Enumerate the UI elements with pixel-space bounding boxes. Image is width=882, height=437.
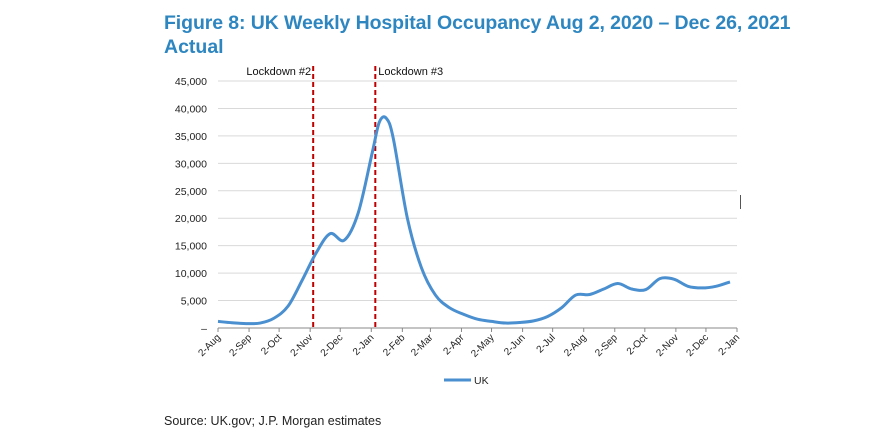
series-line-uk xyxy=(217,115,731,326)
x-tick-label: 2-Sep xyxy=(228,332,255,359)
x-tick-label: 2-Nov xyxy=(654,332,681,359)
x-tick-label: 2-Feb xyxy=(381,332,408,359)
x-axis-ticks: 2-Aug 2-Sep 2-Oct 2-Nov 2-Dec 2-Jan 2-Feb 2-Mar… xyxy=(196,328,742,360)
x-tick-label: 2-Jan xyxy=(351,332,376,357)
y-tick-label: 20,000 xyxy=(175,213,207,225)
chart-subtitle: Actual xyxy=(164,36,224,58)
x-tick-label: 2-Jun xyxy=(502,332,527,357)
y-tick-label: 25,000 xyxy=(175,186,207,198)
x-tick-label: 2-May xyxy=(469,332,496,359)
x-tick-label: 2-Apr xyxy=(442,332,468,358)
legend-label-uk: UK xyxy=(474,375,489,387)
y-tick-label: 10,000 xyxy=(175,268,207,280)
y-tick-label: 35,000 xyxy=(175,131,207,143)
edge-marker xyxy=(740,195,741,209)
x-tick-label: 2-Oct xyxy=(625,332,650,357)
x-tick-label: 2-Oct xyxy=(259,332,284,357)
x-tick-label: 2-Jul xyxy=(535,332,558,355)
x-tick-label: 2-Nov xyxy=(289,332,316,359)
x-tick-label: 2-Aug xyxy=(196,332,223,359)
y-axis-ticks: – 5,000 10,000 15,000 20,000 25,000 30,000 35,0… xyxy=(175,76,207,335)
lockdown-annotations: Lockdown #2 Lockdown #3 xyxy=(246,66,443,328)
chart-title: Figure 8: UK Weekly Hospital Occupancy A… xyxy=(164,12,791,34)
gridlines xyxy=(218,80,737,302)
y-tick-label: 40,000 xyxy=(175,103,207,115)
x-tick-label: 2-Dec xyxy=(684,332,711,359)
source-note: Source: UK.gov; J.P. Morgan estimates xyxy=(164,414,382,428)
y-tick-label: 45,000 xyxy=(175,76,207,88)
x-tick-label: 2-Sep xyxy=(593,332,620,359)
x-tick-label: 2-Aug xyxy=(562,332,589,359)
legend: UK xyxy=(444,375,489,387)
y-tick-label: 30,000 xyxy=(175,158,207,170)
lockdown-label: Lockdown #2 xyxy=(246,66,311,78)
y-tick-label: 15,000 xyxy=(175,241,207,253)
x-tick-label: 2-Jan xyxy=(717,332,742,357)
x-tick-label: 2-Dec xyxy=(319,332,346,359)
y-tick-label: 5,000 xyxy=(181,296,207,308)
lockdown-label: Lockdown #3 xyxy=(378,66,443,78)
y-tick-label: – xyxy=(201,323,207,335)
x-tick-label: 2-Mar xyxy=(409,332,436,359)
